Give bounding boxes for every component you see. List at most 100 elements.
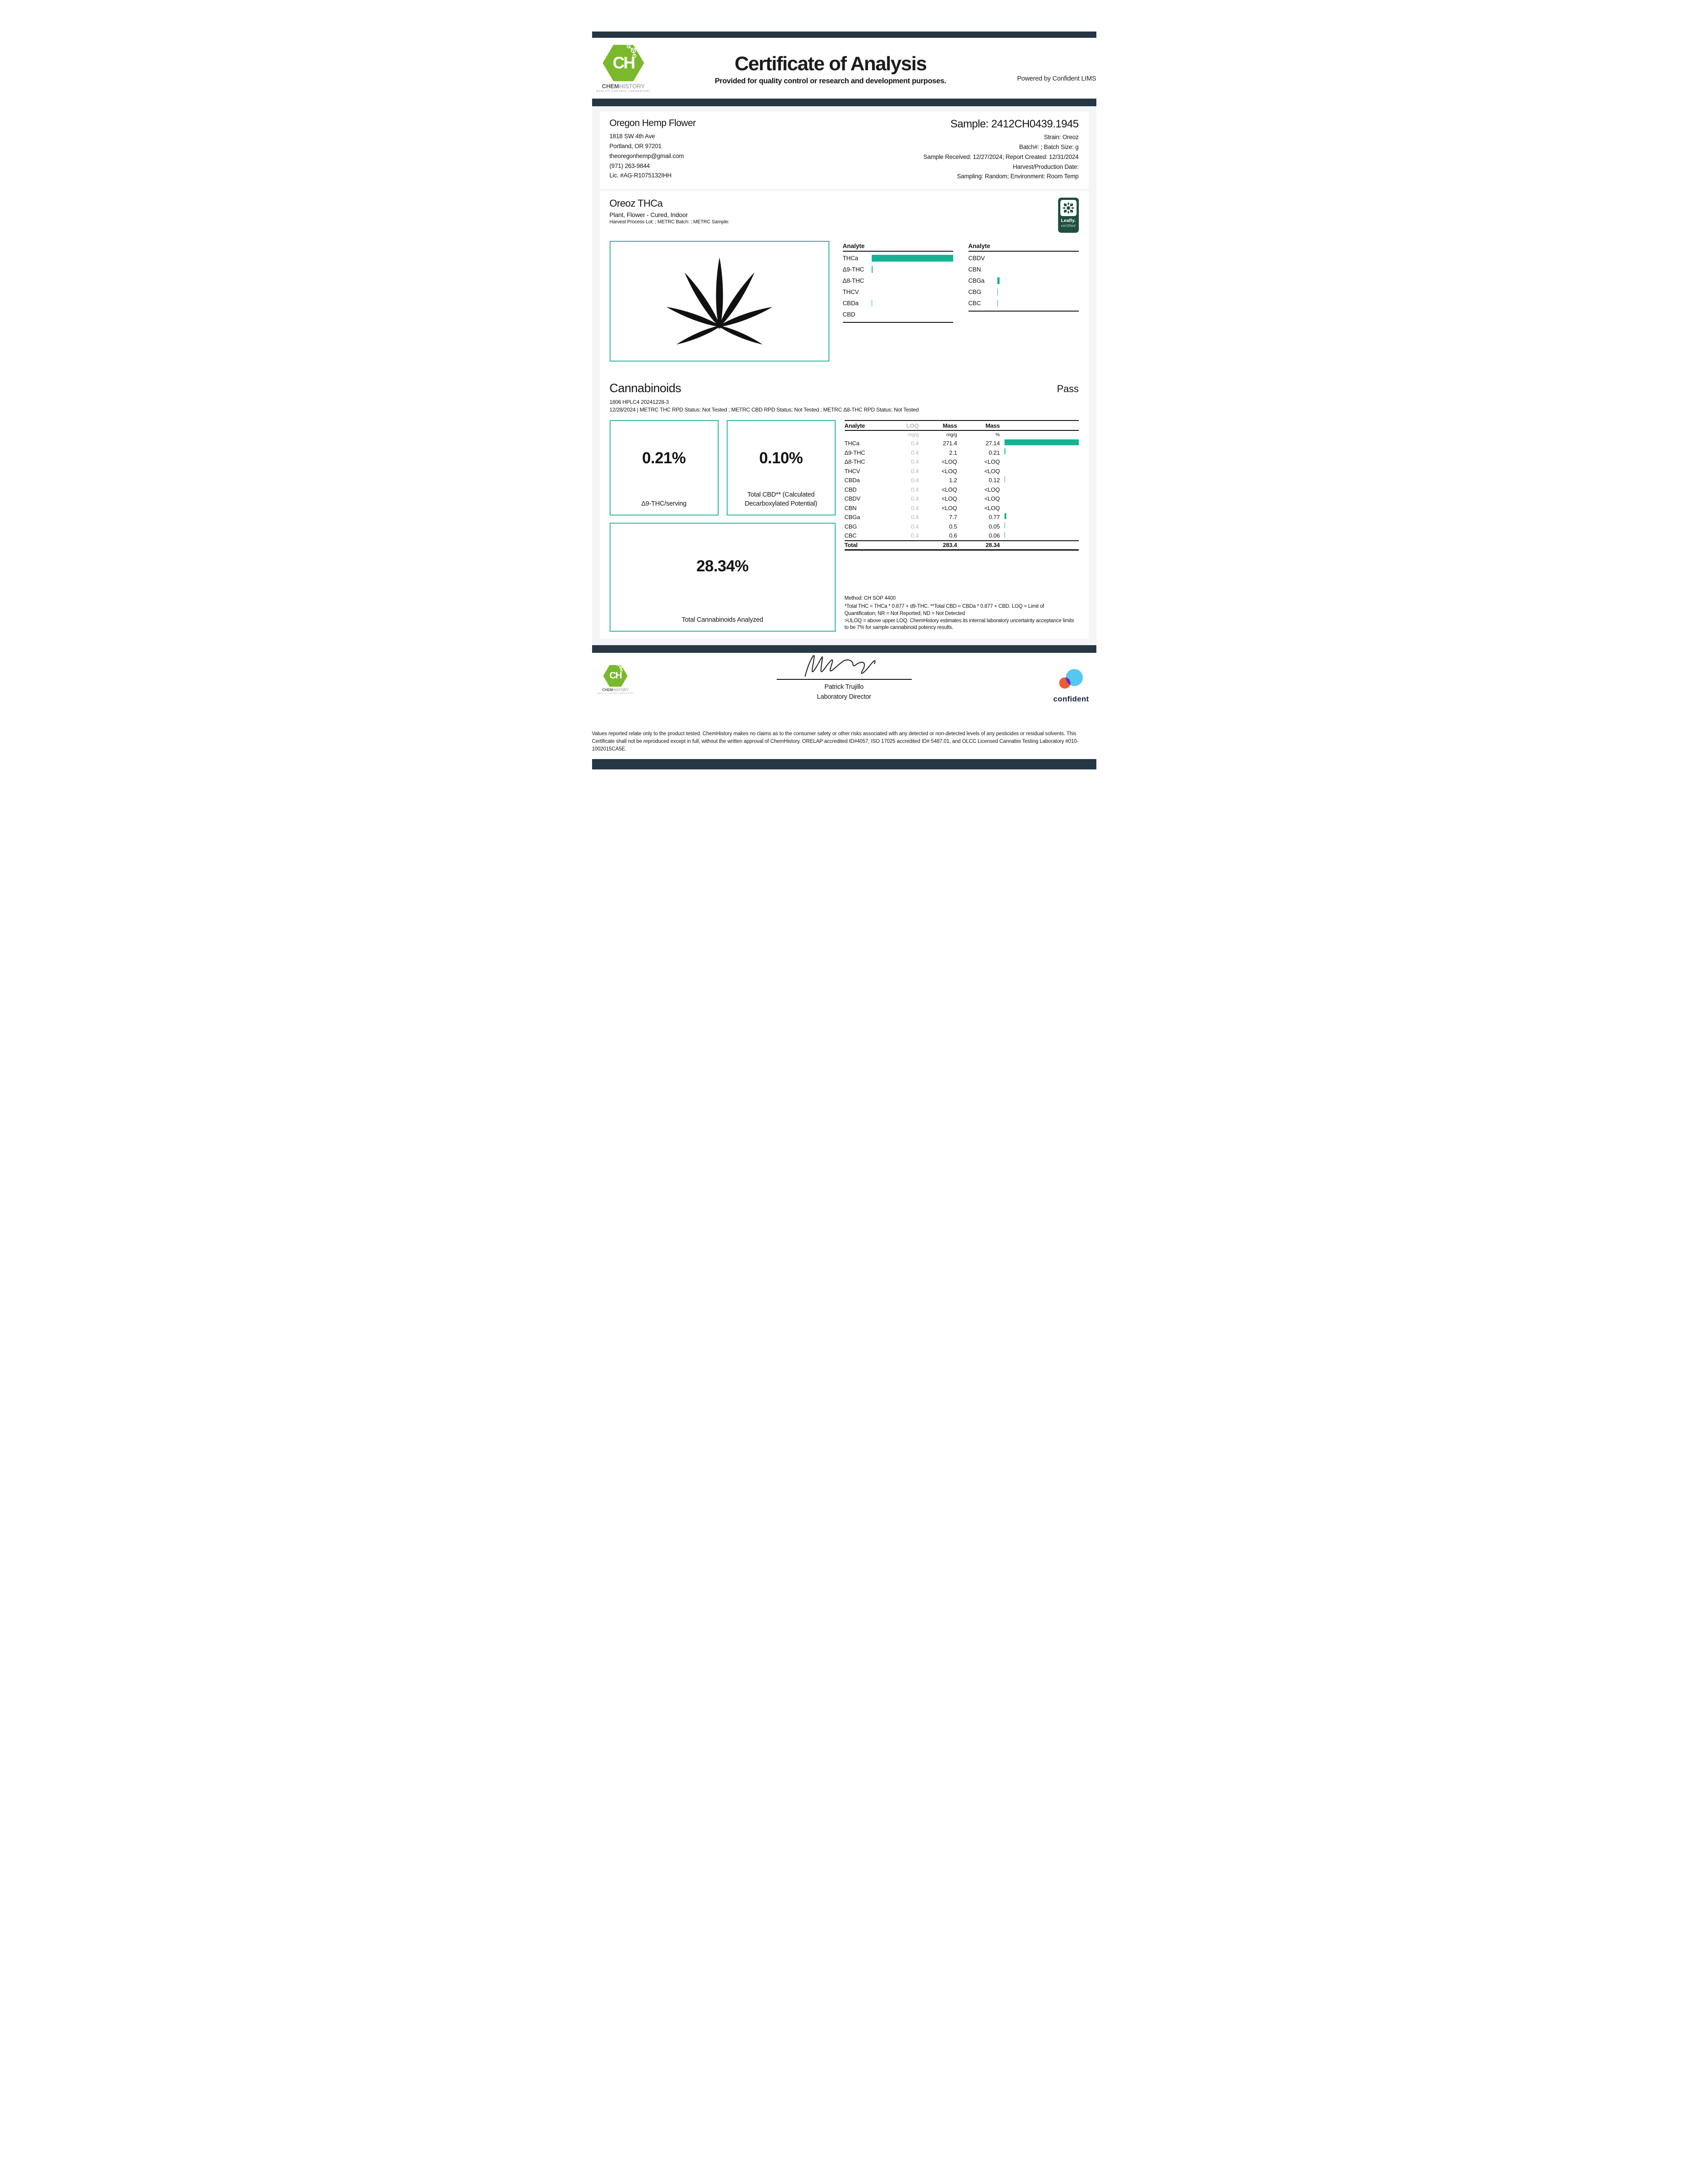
analyte-label: THCa: [842, 255, 859, 262]
leafly-wordmark: Leafly.: [1061, 218, 1076, 224]
confident-wordmark: confident: [1053, 695, 1089, 704]
overview-row: CBDa: [843, 298, 953, 308]
client-sample-card: Oregon Hemp Flower 1818 SW 4th Ave Portl…: [599, 112, 1089, 189]
analyte-bar: [997, 300, 998, 307]
analyte-label: CBDV: [968, 255, 985, 262]
unit-mass: mg/g: [946, 432, 957, 438]
col-header-mass: Mass: [942, 422, 957, 429]
powered-by-label: Powered by Confident LIMS: [1017, 75, 1096, 82]
chemhistory-word-light: HISTORY: [619, 83, 645, 90]
table-row: THCV 0.4 <LOQ <LOQ: [844, 467, 1000, 475]
signature-image: [804, 655, 876, 677]
analyte-column-header: Analyte: [968, 243, 1079, 252]
legal-disclaimer: Values reported relate only to the produ…: [592, 731, 1079, 752]
document-header: CH CHEMHISTORY QUALITY CONTROL LABORATOR…: [592, 38, 1096, 99]
analyte-label: CBGa: [968, 277, 985, 285]
chemhistory-tagline: QUALITY CONTROL LABORATORY: [596, 90, 651, 93]
sample-strain: Strain: Oreoz: [1044, 134, 1079, 140]
unit-pct: %: [995, 432, 1000, 438]
analyte-label: CBC: [968, 300, 981, 307]
section-title: Cannabinoids: [609, 381, 682, 395]
page-title: Certificate of Analysis: [734, 53, 927, 75]
overview-row: CBN: [968, 265, 1079, 274]
analyte-label: CBDa: [842, 300, 859, 307]
leafly-flower-icon: [1062, 202, 1074, 214]
col-header-analyte: Analyte: [844, 422, 865, 429]
analyte-label: CBN: [968, 266, 981, 273]
highlight-box-total-cbd: 0.10% Total CBD** (Calculated Decarboxyl…: [726, 420, 836, 516]
client-address1: 1818 SW 4th Ave: [609, 133, 655, 140]
analyte-column-header: Analyte: [842, 243, 953, 252]
footnote-line2: >ULOQ = above upper LOQ. ChemHistory est…: [844, 618, 1074, 631]
table-row: CBDa 0.4 1.2 0.12: [845, 475, 1079, 485]
highlight-box-total-cannabinoids: 28.34% Total Cannabinoids Analyzed: [609, 523, 836, 632]
col-header-loq: LOQ: [906, 422, 919, 429]
bottom-bar: [592, 759, 1096, 770]
signature-block: Patrick Trujillo Laboratory Director: [750, 653, 939, 701]
signature-line: [776, 653, 912, 680]
client-address2: Portland, OR 97201: [609, 142, 662, 149]
result-bar: [1004, 439, 1079, 445]
analyte-overview-panel: Analyte THCa Δ9-THC Δ8-THC THCV CBDa CBD…: [829, 243, 1079, 362]
table-header-row: Analyte LOQ Mass Mass: [844, 420, 1079, 431]
document-body: Oregon Hemp Flower 1818 SW 4th Ave Portl…: [592, 106, 1096, 646]
page-subtitle: Provided for quality control or research…: [715, 77, 946, 85]
overview-row: Δ8-THC: [843, 276, 953, 285]
header-divider-bar: [592, 99, 1096, 106]
highlight-value: 0.21%: [642, 449, 686, 467]
product-lots: Harvest Process Lot: ; METRC Batch: ; ME…: [609, 219, 729, 225]
sample-received: Sample Received: 12/27/2024; Report Crea…: [923, 153, 1079, 160]
cannabis-leaf-image: [665, 257, 774, 347]
molecule-icon: [626, 41, 642, 58]
sample-sampling: Sampling: Random; Environment: Room Temp: [957, 173, 1079, 180]
molecule-icon: [616, 662, 626, 672]
table-row: CBDV 0.4 <LOQ <LOQ: [844, 495, 1000, 502]
chemhistory-logo: CH CHEMHISTORY QUALITY CONTROL LABORATOR…: [592, 41, 655, 94]
footer-section: CH CHEMHISTORY QUALITY CONTROL LABORATOR…: [592, 653, 1096, 728]
certificate-page: CH CHEMHISTORY QUALITY CONTROL LABORATOR…: [562, 32, 1126, 777]
method-notes: Method: CH SOP 4400 *Total THC = THCa * …: [845, 595, 1079, 632]
analyte-label: Δ9-THC: [842, 266, 864, 273]
overview-row: THCV: [843, 287, 953, 297]
leafly-certified-badge: Leafly. certified: [1058, 198, 1079, 233]
sample-id: Sample: 2412CH0439.1945: [950, 118, 1079, 130]
analyte-label: Δ8-THC: [842, 277, 864, 285]
table-row: CBC 0.4 0.6 0.06: [845, 531, 1079, 540]
overview-row: CBGa: [968, 276, 1079, 285]
sample-harvest-date: Harvest/Production Date:: [1013, 163, 1079, 170]
highlight-label: Total CBD** (Calculated Decarboxylated P…: [744, 491, 818, 507]
highlight-label: Total Cannabinoids Analyzed: [682, 616, 763, 624]
highlight-box-d9thc: 0.21% Δ9-THC/serving: [609, 420, 719, 516]
table-row: CBG 0.4 0.5 0.05: [845, 522, 1079, 531]
footnote-line1: *Total THC = THCa * 0.877 + d9-THC. **To…: [844, 603, 1044, 616]
table-row: THCa 0.4 271.4 27.14: [845, 439, 1079, 448]
product-type: Plant, Flower - Cured, Indoor: [609, 211, 688, 219]
client-email: theoregonhemp@gmail.com: [609, 152, 684, 159]
table-row: CBN 0.4 <LOQ <LOQ: [844, 504, 1000, 511]
table-units-row: mg/g mg/g %: [845, 431, 1079, 439]
sample-batch: Batch#: ; Batch Size: g: [1019, 143, 1079, 150]
client-name: Oregon Hemp Flower: [609, 118, 696, 128]
analyte-overview-left: Analyte THCa Δ9-THC Δ8-THC THCV CBDa CBD: [842, 243, 953, 362]
chemhistory-initials: CH: [612, 54, 635, 72]
analyte-label: CBD: [842, 311, 855, 318]
table-row: Δ9-THC 0.4 2.1 0.21: [845, 448, 1079, 457]
analyte-label: THCV: [842, 289, 859, 296]
result-bar: [1004, 448, 1006, 455]
result-bar: [1004, 513, 1007, 519]
analyte-bar: [871, 266, 873, 273]
analyte-bar: [997, 277, 1000, 285]
results-card: Oreoz THCa Plant, Flower - Cured, Indoor…: [599, 191, 1089, 639]
sample-photo-frame: [609, 241, 829, 362]
client-block: Oregon Hemp Flower 1818 SW 4th Ave Portl…: [610, 118, 696, 181]
metrc-status-line: 12/28/2024 | METRC THC RPD Status: Not T…: [609, 407, 919, 413]
table-row: Δ8-THC 0.4 <LOQ <LOQ: [844, 458, 1000, 466]
leafly-certified-label: certified: [1061, 223, 1076, 228]
analyte-label: CBG: [968, 289, 982, 296]
overview-row: CBDV: [968, 253, 1079, 263]
col-header-mass-pct: Mass: [985, 422, 1000, 429]
signatory-name: Patrick Trujillo: [824, 683, 864, 691]
chemhistory-wordmark: CHEMHISTORY: [596, 83, 651, 90]
product-block: Oreoz THCa Plant, Flower - Cured, Indoor…: [610, 198, 729, 225]
overview-row: CBD: [843, 310, 953, 319]
